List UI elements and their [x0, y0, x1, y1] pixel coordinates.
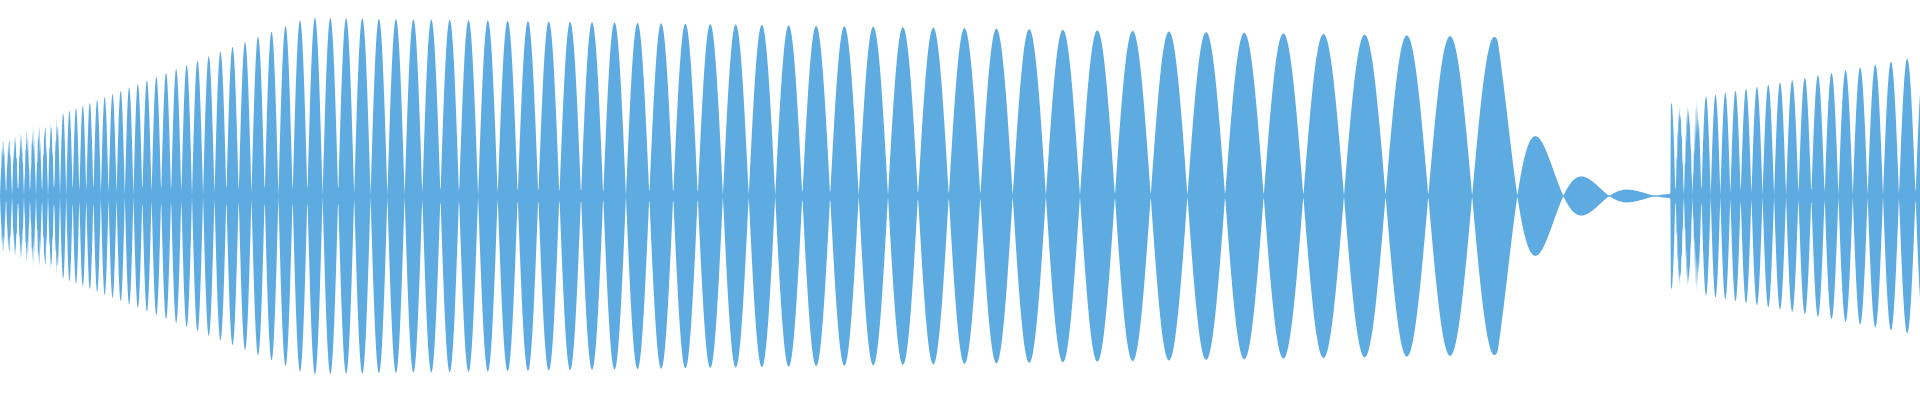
waveform-envelope	[0, 17, 1920, 375]
